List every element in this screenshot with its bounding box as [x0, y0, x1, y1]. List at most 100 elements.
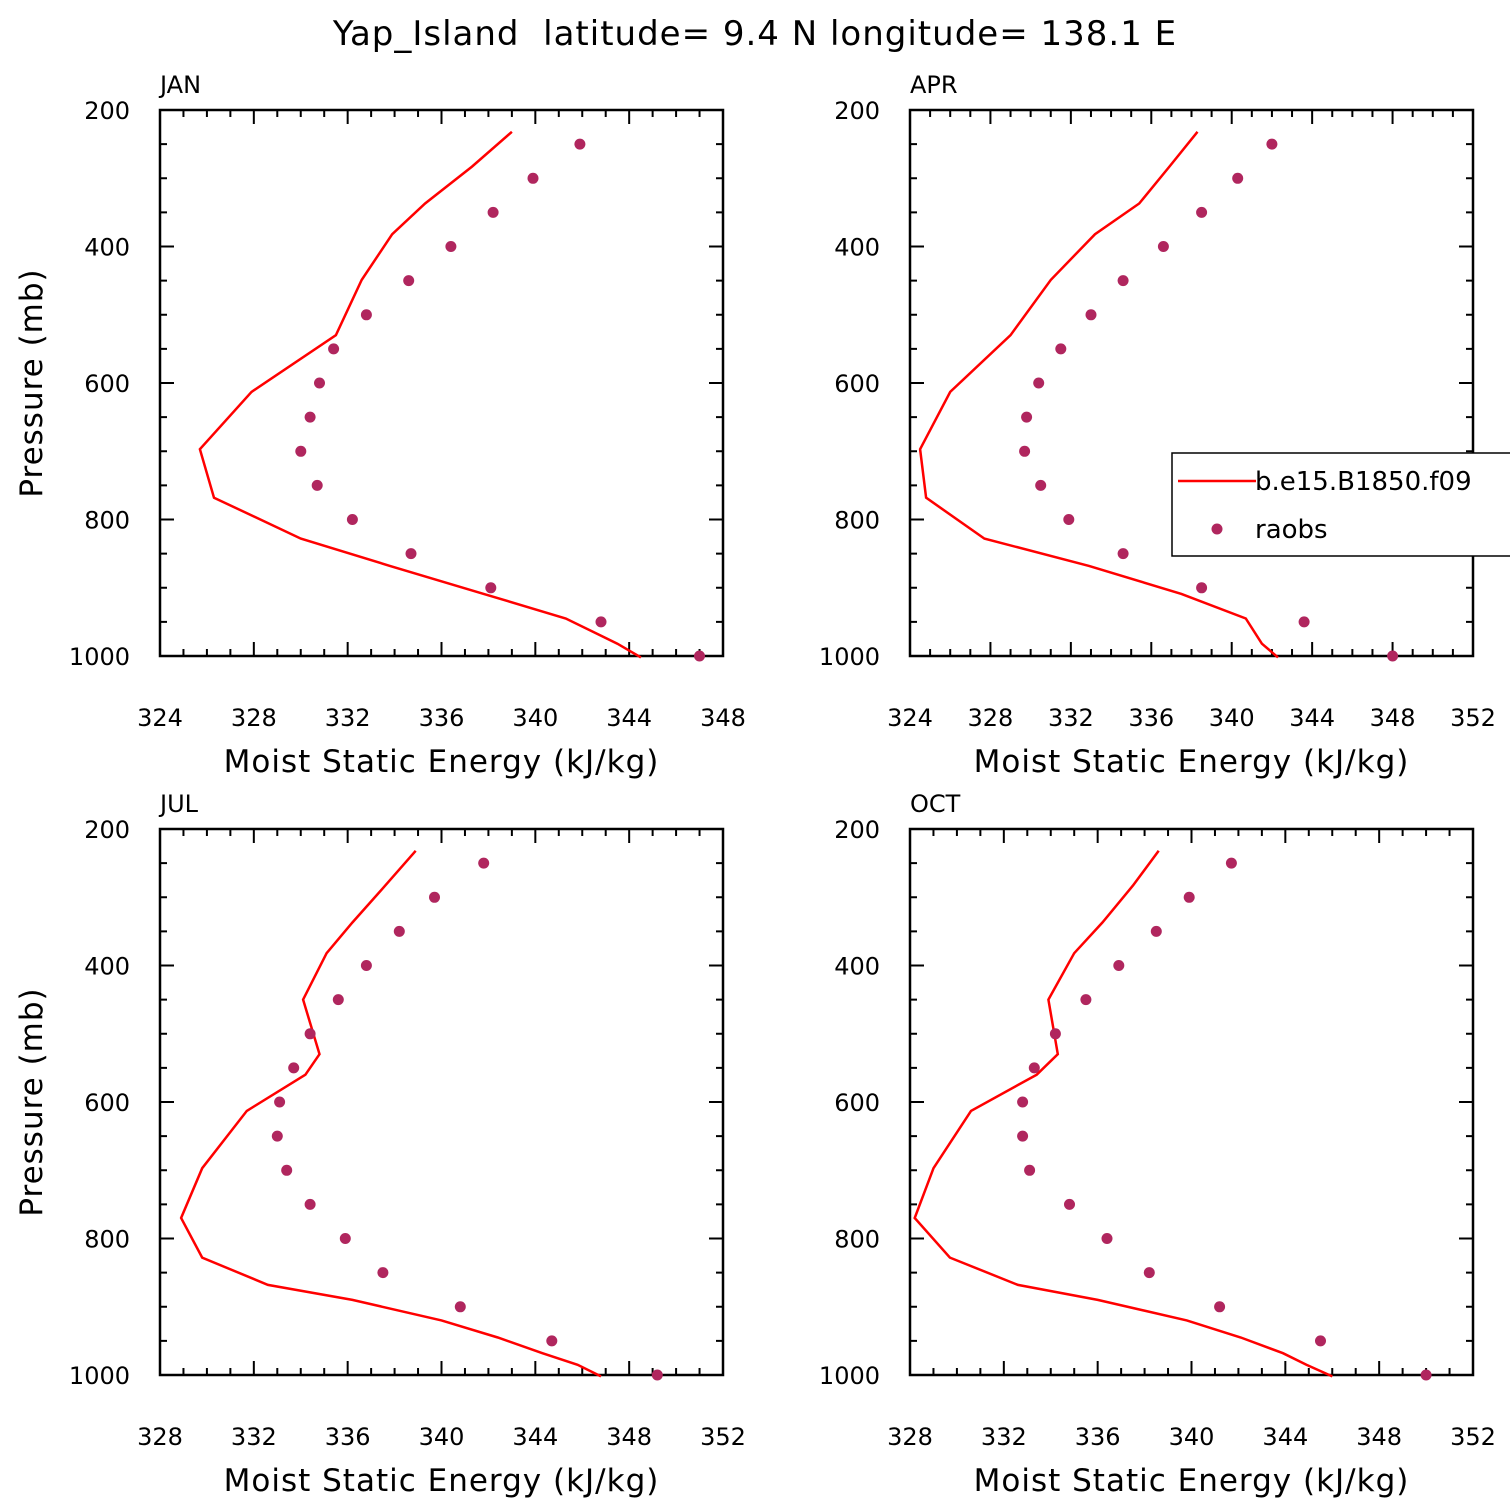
panels-group: 324 328 332 336 340 344 348 200 400 600 800 1000 JAN… [14, 71, 1510, 1499]
raobs-point [274, 1096, 286, 1108]
raobs-point [304, 1028, 316, 1040]
raobs-point [360, 309, 372, 321]
x-tick-label: 340 [1209, 704, 1255, 732]
y-tick-label: 600 [84, 1089, 130, 1117]
y-tick-label: 800 [834, 507, 880, 535]
x-tick-label: 336 [325, 1423, 371, 1451]
raobs-point [1315, 1335, 1326, 1347]
raobs-point [311, 479, 323, 491]
x-tick-label: 328 [887, 1423, 933, 1451]
plot-frame [908, 108, 1475, 658]
model-profile-line [179, 849, 602, 1378]
y-tick-label: 400 [84, 953, 130, 981]
panel-jan: 324 328 332 336 340 344 348 200 400 600 800 1000 JAN… [14, 71, 746, 780]
y-tick-label: 200 [84, 816, 130, 844]
x-tick-label: 332 [981, 1423, 1027, 1451]
x-tick-label: 340 [419, 1423, 465, 1451]
x-axis-title: Moist Static Energy (kJ/kg) [974, 744, 1410, 780]
y-tick-label: 600 [84, 370, 130, 398]
legend-dot-swatch [1211, 523, 1223, 535]
x-axis-title: Moist Static Energy (kJ/kg) [974, 1463, 1410, 1499]
x-tick-label: 348 [606, 1423, 652, 1451]
y-tick-label: 1000 [819, 1362, 880, 1390]
panel-label: APR [910, 71, 958, 99]
raobs-point [1080, 994, 1092, 1006]
raobs-point [485, 582, 497, 594]
y-tick-label: 200 [84, 97, 130, 125]
x-tick-label: 328 [968, 704, 1014, 732]
panel-label: OCT [910, 790, 961, 818]
y-tick-label: 800 [834, 1226, 880, 1254]
raobs-point [1266, 138, 1278, 150]
raobs-point [346, 514, 358, 525]
x-tick-label: 332 [231, 1423, 277, 1451]
y-tick-label: 400 [834, 234, 880, 262]
raobs-point [1196, 206, 1208, 218]
x-tick-label: 340 [1169, 1423, 1215, 1451]
raobs-point [651, 1369, 663, 1381]
panel-apr: 324 328 332 336 340 344 348 352 200 400 600 800 1000… [819, 71, 1510, 780]
x-tick-label: 352 [700, 1423, 746, 1451]
y-tick-label: 800 [84, 1226, 130, 1254]
raobs-point [429, 891, 440, 903]
raobs-point [339, 1233, 351, 1244]
raobs-point [1157, 241, 1169, 252]
raobs-point [595, 616, 607, 628]
raobs-point [1055, 343, 1067, 355]
x-tick-label: 324 [137, 704, 183, 732]
y-tick-label: 400 [84, 234, 130, 262]
raobs-point [1085, 309, 1097, 321]
raobs-point [377, 1267, 389, 1279]
raobs-point [1150, 925, 1162, 937]
x-tick-label: 348 [700, 704, 746, 732]
x-tick-label: 328 [231, 704, 277, 732]
raobs-point [1017, 1096, 1029, 1108]
x-tick-label: 348 [1356, 1423, 1402, 1451]
legend: b.e15.B1850.f09 raobs [1171, 452, 1510, 557]
x-axis-title: Moist Static Energy (kJ/kg) [224, 744, 660, 780]
y-tick-label: 600 [834, 1089, 880, 1117]
raobs-point [314, 377, 325, 389]
raobs-points [295, 138, 705, 662]
raobs-point [1035, 479, 1047, 491]
x-tick-label: 340 [512, 704, 558, 732]
raobs-point [1049, 1028, 1061, 1040]
raobs-point [288, 1062, 300, 1074]
raobs-point [328, 343, 340, 355]
legend-box [1171, 452, 1510, 557]
raobs-point [574, 138, 586, 150]
y-tick-label: 1000 [819, 643, 880, 671]
model-profile-line [918, 131, 1279, 659]
legend-entry-raobs: raobs [1255, 515, 1328, 545]
plot-frame [908, 827, 1475, 1377]
x-tick-label: 332 [1048, 704, 1094, 732]
raobs-point [1019, 445, 1031, 457]
raobs-point [360, 960, 372, 971]
raobs-point [1028, 1062, 1040, 1074]
raobs-point [1101, 1233, 1113, 1244]
x-tick-label: 352 [1450, 1423, 1496, 1451]
y-tick-label: 200 [834, 816, 880, 844]
x-tick-label: 348 [1370, 704, 1416, 732]
model-profile-line [198, 130, 642, 659]
raobs-point [304, 411, 316, 423]
raobs-point [1117, 548, 1129, 560]
x-tick-label: 336 [1075, 1423, 1121, 1451]
raobs-point [1063, 514, 1075, 525]
y-tick-label: 200 [834, 97, 880, 125]
x-tick-label: 332 [325, 704, 371, 732]
raobs-point [271, 1130, 283, 1142]
raobs-point [1196, 582, 1208, 594]
raobs-point [1024, 1164, 1036, 1176]
raobs-point [527, 172, 539, 184]
raobs-point [487, 206, 499, 218]
x-tick-label: 352 [1450, 704, 1496, 732]
x-tick-label: 344 [606, 704, 652, 732]
raobs-point [1420, 1369, 1432, 1381]
plot-frame [158, 827, 725, 1377]
raobs-point [1033, 377, 1045, 389]
raobs-point [445, 241, 457, 252]
x-tick-label: 344 [512, 1423, 558, 1451]
raobs-point [1113, 960, 1125, 971]
